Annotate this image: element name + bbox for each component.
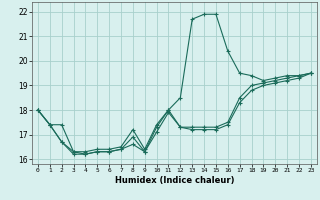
X-axis label: Humidex (Indice chaleur): Humidex (Indice chaleur) — [115, 176, 234, 185]
